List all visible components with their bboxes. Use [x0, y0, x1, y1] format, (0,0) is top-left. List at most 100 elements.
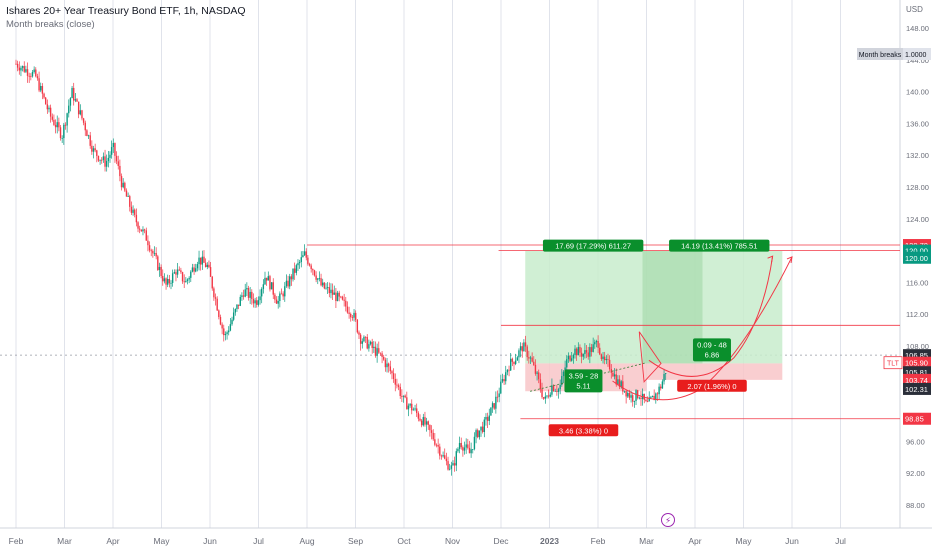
- price-label: 120.00: [905, 247, 928, 256]
- candle-body: [305, 251, 307, 258]
- candle-body: [289, 276, 291, 287]
- candle-body: [513, 361, 515, 365]
- candle-body: [135, 214, 138, 223]
- candle-body: [559, 385, 561, 390]
- candle-body: [345, 300, 347, 307]
- candle-body: [407, 405, 410, 410]
- candle-body: [96, 150, 98, 156]
- candle-body: [546, 395, 548, 397]
- candle-body: [636, 390, 639, 399]
- candle-body: [16, 63, 19, 68]
- candle-body: [297, 263, 299, 266]
- candle-body: [109, 154, 111, 158]
- candle-body: [28, 75, 30, 77]
- candle-body: [519, 346, 522, 351]
- candle-body: [219, 316, 222, 325]
- candle-body: [500, 381, 502, 394]
- candle-body: [605, 359, 608, 361]
- candle-body: [218, 310, 220, 317]
- candle-body: [148, 245, 151, 251]
- candle-body: [566, 359, 568, 368]
- candle-body: [478, 430, 481, 438]
- candle-body: [69, 98, 72, 106]
- candle-body: [354, 312, 357, 320]
- candle-body: [36, 76, 39, 79]
- candle-body: [265, 277, 268, 281]
- candle-body: [120, 176, 123, 188]
- candle-body: [373, 346, 375, 348]
- candle-body: [236, 304, 238, 310]
- candle-body: [280, 293, 283, 295]
- candle-body: [119, 165, 121, 177]
- month-breaks-badge-bg: [857, 48, 903, 60]
- candle-body: [491, 403, 494, 408]
- candle-body: [338, 292, 340, 297]
- candle-body: [193, 267, 195, 272]
- projection-arrow-upper: [648, 256, 774, 377]
- candle-body: [143, 229, 146, 231]
- candle-body: [655, 393, 657, 401]
- candle-body: [221, 324, 223, 329]
- candle-body: [498, 393, 500, 397]
- candle-body: [475, 430, 477, 437]
- candle-body: [295, 265, 298, 273]
- candle-body: [313, 270, 316, 276]
- candle-body: [580, 352, 583, 357]
- candle-body: [463, 447, 466, 451]
- candle-body: [597, 341, 599, 348]
- candle-body: [547, 395, 550, 397]
- arrow-head: [786, 256, 793, 264]
- candle-body: [181, 272, 184, 282]
- candle-body: [53, 119, 55, 125]
- candle-body: [549, 394, 551, 397]
- candle-body: [213, 288, 215, 298]
- candle-body: [404, 395, 406, 398]
- candle-body: [612, 372, 614, 377]
- candle-body: [539, 379, 542, 390]
- candle-body: [20, 67, 22, 71]
- candle-body: [409, 403, 411, 406]
- candle-body: [320, 278, 322, 286]
- candle-body: [323, 282, 326, 289]
- candle-body: [229, 324, 232, 331]
- candle-body: [132, 209, 134, 213]
- entry-label-bg: [692, 338, 731, 362]
- candle-body: [150, 250, 152, 252]
- candle-body: [71, 87, 73, 99]
- candle-body: [607, 359, 609, 360]
- candle-body: [603, 356, 606, 361]
- price-label-bg: [903, 373, 931, 386]
- candle-body: [195, 268, 197, 272]
- candle-body: [231, 319, 233, 325]
- candle-body: [322, 282, 324, 286]
- candle-body: [608, 359, 611, 370]
- candle-body: [158, 266, 161, 270]
- candle-body: [483, 419, 486, 433]
- candle-body: [35, 69, 37, 77]
- candle-body: [622, 381, 624, 392]
- candle-body: [115, 155, 118, 162]
- candle-body: [257, 300, 260, 305]
- x-tick-label: Feb: [591, 536, 606, 546]
- candle-body: [285, 280, 288, 287]
- candle-body: [628, 392, 631, 398]
- candle-body: [569, 355, 571, 361]
- candle-body: [369, 341, 372, 345]
- event-marker-icon: [661, 513, 675, 527]
- candle-body: [401, 395, 403, 397]
- candle-body: [633, 400, 636, 402]
- candle-body: [282, 293, 284, 297]
- x-tick-label: Jul: [253, 536, 264, 546]
- candle-body: [542, 397, 545, 399]
- candle-body: [270, 282, 273, 290]
- candle-body: [635, 390, 637, 401]
- candle-body: [228, 330, 230, 333]
- candle-body: [18, 67, 20, 71]
- candle-body: [524, 342, 527, 347]
- x-tick-label: 2023: [540, 536, 559, 546]
- candle-body: [129, 196, 131, 207]
- candle-body: [381, 353, 383, 357]
- candle-body: [318, 278, 321, 280]
- candle-body: [439, 446, 441, 456]
